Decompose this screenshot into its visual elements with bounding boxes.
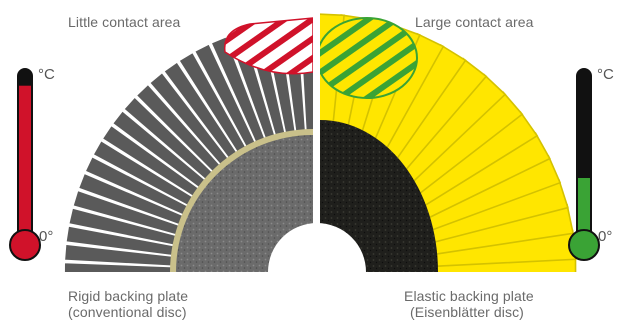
thermometer-left-bulb	[9, 229, 41, 261]
right-bottom-caption-line1: Elastic backing plate	[404, 288, 534, 304]
right-flaps	[320, 13, 577, 272]
right-backing-plate	[320, 120, 438, 272]
thermometer-left-unit: °C	[38, 66, 55, 83]
large-contact-area	[320, 17, 418, 99]
thermometer-right	[568, 68, 600, 261]
left-bottom-caption-line1: Rigid backing plate	[68, 288, 189, 304]
thermometer-left-fill	[19, 85, 31, 243]
left-flaps	[63, 19, 313, 272]
right-bottom-caption-line2: (Eisenblätter disc)	[410, 304, 524, 320]
thermometer-right-bulb	[568, 229, 600, 261]
center-divider	[313, 14, 320, 276]
thermometer-right-unit: °C	[597, 66, 614, 83]
little-contact-area	[223, 17, 313, 75]
thermometer-left-zero: 0°	[39, 228, 54, 245]
thermometer-right-zero: 0°	[598, 228, 613, 245]
left-bottom-caption-line2: (conventional disc)	[68, 304, 187, 320]
elastic-disc-half	[320, 13, 577, 272]
left-backing-plate	[176, 135, 313, 272]
rigid-disc-half	[63, 17, 313, 272]
right-top-caption: Large contact area	[415, 14, 534, 30]
thermometer-right-fill	[578, 178, 590, 243]
left-top-caption: Little contact area	[68, 14, 181, 30]
left-flap-22	[63, 261, 187, 272]
thermometer-left	[9, 68, 41, 261]
